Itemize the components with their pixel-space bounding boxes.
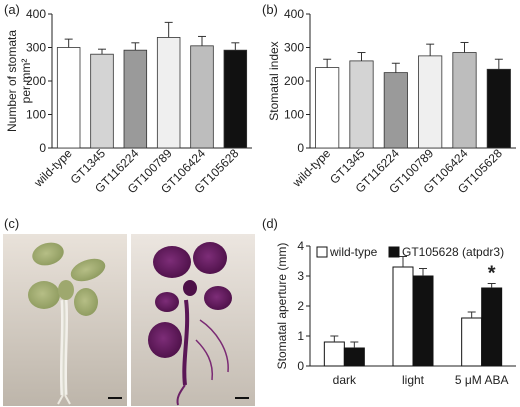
chart-a: 0100200300400wild-typeGT1345GT116224GT10…	[5, 7, 252, 196]
bar-gt106424	[452, 52, 477, 149]
significance-asterisk: *	[488, 263, 496, 285]
x-tick-label: dark	[333, 373, 357, 387]
x-tick-label: 5 μM ABA	[455, 373, 509, 387]
panel-label-c: (c)	[4, 216, 19, 231]
bar-gt100789	[156, 37, 181, 149]
legend-swatch-mutant	[388, 246, 400, 258]
bar-mutant	[481, 287, 503, 367]
scale-bar-left	[108, 397, 122, 399]
chart-b: 0100200300400wild-typeGT1345GT116224GT10…	[267, 7, 516, 196]
y-tick-label: 2	[297, 299, 304, 313]
y-tick-label: 3	[297, 269, 304, 283]
y-tick-label: 100	[284, 108, 304, 122]
bar-wild-type	[461, 317, 483, 367]
y-tick-label: 200	[284, 74, 304, 88]
panel-label-d: (d)	[262, 216, 278, 231]
y-tick-label: 0	[39, 141, 46, 155]
bar-gt1345	[90, 53, 114, 149]
bar-wild-type	[323, 341, 345, 367]
x-tick-label: light	[402, 373, 425, 387]
x-tick-label: wild-type	[31, 146, 75, 190]
bar-gt1345	[349, 60, 374, 149]
bar-gt100789	[418, 55, 443, 149]
bar-wild-type	[392, 266, 414, 367]
legend-swatch-wild-type	[316, 246, 328, 258]
y-axis-title: Stomatal aperture (mm)	[275, 243, 289, 370]
y-tick-label: 0	[297, 141, 304, 155]
y-tick-label: 300	[26, 41, 46, 55]
bar-gt106424	[190, 45, 214, 149]
bar-mutant	[343, 347, 365, 367]
bar-wild-type	[56, 47, 81, 149]
bar-gt105628	[486, 68, 511, 149]
y-tick-label: 0	[297, 359, 304, 373]
photo-purple-seedling	[131, 234, 255, 406]
bar-gt116224	[123, 49, 148, 149]
y-tick-label: 100	[26, 108, 46, 122]
y-tick-label: 300	[284, 41, 304, 55]
legend-label-wild-type: wild-type	[329, 245, 378, 259]
bar-wild-type	[315, 67, 340, 149]
y-tick-label: 400	[26, 7, 46, 21]
panel-label-b: (b)	[262, 2, 278, 17]
y-axis-title: Number of stomataper mm²	[5, 30, 33, 132]
photo-green-seedling	[3, 234, 127, 406]
y-tick-label: 1	[297, 329, 304, 343]
x-tick-label: wild-type	[289, 146, 333, 190]
bar-gt116224	[383, 72, 408, 149]
y-tick-label: 200	[26, 74, 46, 88]
y-tick-label: 400	[284, 7, 304, 21]
scale-bar-right	[235, 397, 249, 399]
y-tick-label: 4	[297, 239, 304, 253]
chart-d: 0 1 2 3 4 dark light 5 μM ABA * wild-type GT105628…	[275, 239, 516, 387]
bar-gt105628	[223, 49, 248, 149]
panel-label-a: (a)	[4, 2, 20, 17]
y-axis-title: Stomatal index	[267, 41, 281, 120]
bar-mutant	[412, 275, 434, 367]
legend-label-mutant: GT105628 (atpdr3)	[402, 245, 504, 259]
